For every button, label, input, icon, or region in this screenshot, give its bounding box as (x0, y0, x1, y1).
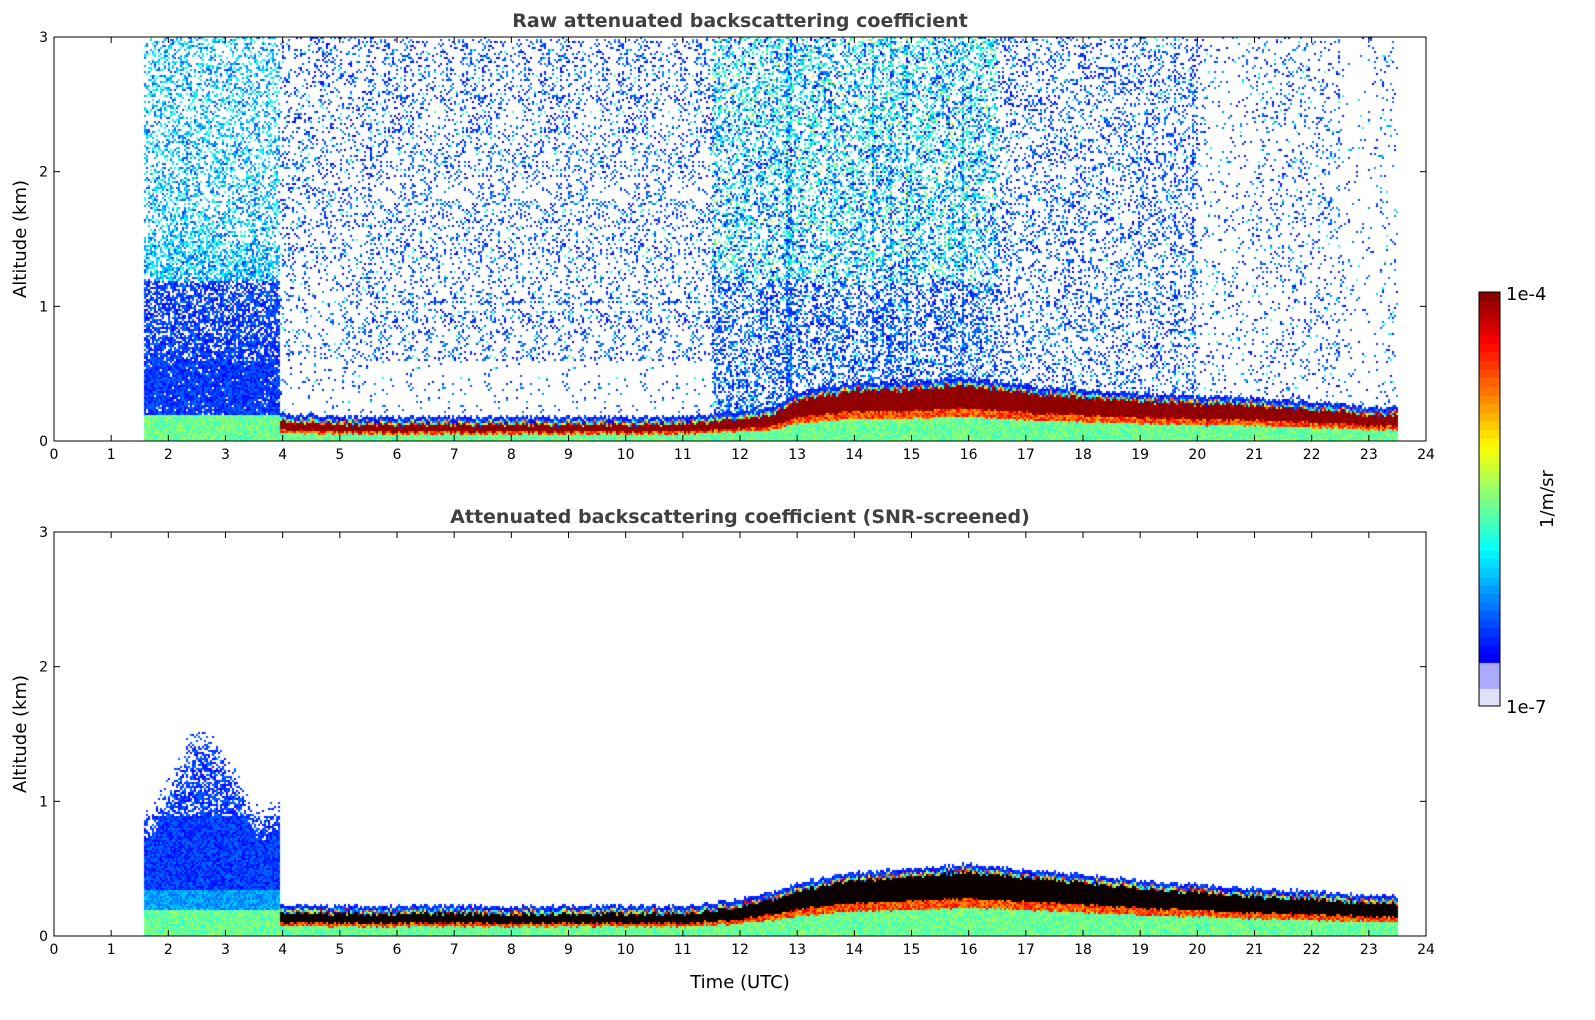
colorbar-canvas (1479, 292, 1500, 706)
x-tick-label: 21 (1246, 942, 1264, 958)
x-tick-label: 4 (278, 447, 287, 463)
x-tick-label: 1 (107, 447, 116, 463)
x-tick-label: 15 (903, 942, 921, 958)
bottom-chart-title: Attenuated backscattering coefficient (S… (450, 506, 1030, 528)
x-tick-label: 10 (617, 447, 635, 463)
x-tick-label: 15 (903, 447, 921, 463)
x-tick-label: 14 (845, 942, 863, 958)
x-tick-label: 1 (107, 942, 116, 958)
y-tick-label: 2 (39, 165, 48, 181)
x-tick-label: 10 (617, 942, 635, 958)
x-tick-label: 16 (960, 447, 978, 463)
x-tick-label: 19 (1131, 447, 1149, 463)
x-tick-label: 6 (393, 447, 402, 463)
x-tick-label: 14 (845, 447, 863, 463)
y-tick-label: 3 (39, 30, 48, 46)
x-tick-label: 16 (960, 942, 978, 958)
x-tick-label: 21 (1246, 447, 1264, 463)
x-tick-label: 12 (731, 942, 749, 958)
x-tick-label: 20 (1188, 447, 1206, 463)
x-tick-label: 5 (335, 942, 344, 958)
x-tick-label: 13 (788, 942, 806, 958)
x-tick-label: 11 (674, 447, 692, 463)
x-tick-label: 23 (1360, 447, 1378, 463)
x-tick-label: 13 (788, 447, 806, 463)
y-tick-label: 1 (39, 299, 48, 315)
x-tick-label: 22 (1303, 447, 1321, 463)
x-tick-label: 3 (221, 447, 230, 463)
top-axes-frame (53, 36, 1427, 442)
top-chart-title: Raw attenuated backscattering coefficien… (512, 10, 968, 32)
top-y-axis-label: Altitude (km) (10, 180, 31, 298)
x-tick-label: 3 (221, 942, 230, 958)
colorbar-min-label: 1e-7 (1506, 697, 1546, 718)
y-tick-label: 2 (39, 660, 48, 676)
x-tick-label: 2 (164, 447, 173, 463)
x-tick-label: 11 (674, 942, 692, 958)
bottom-axes-frame (53, 531, 1427, 937)
x-tick-label: 17 (1017, 942, 1035, 958)
x-tick-label: 7 (450, 447, 459, 463)
y-tick-label: 3 (39, 525, 48, 541)
x-tick-label: 2 (164, 942, 173, 958)
x-tick-label: 5 (335, 447, 344, 463)
x-tick-label: 9 (564, 447, 573, 463)
x-tick-label: 8 (507, 447, 516, 463)
colorbar-frame (1478, 291, 1501, 707)
x-tick-label: 18 (1074, 942, 1092, 958)
y-tick-label: 0 (39, 929, 48, 945)
x-tick-label: 18 (1074, 447, 1092, 463)
x-tick-label: 24 (1417, 447, 1435, 463)
colorbar-max-label: 1e-4 (1506, 284, 1546, 305)
y-tick-label: 1 (39, 794, 48, 810)
bottom-heatmap-canvas (54, 532, 1426, 936)
x-tick-label: 23 (1360, 942, 1378, 958)
x-tick-label: 24 (1417, 942, 1435, 958)
x-tick-label: 19 (1131, 942, 1149, 958)
y-tick-label: 0 (39, 434, 48, 450)
x-tick-label: 12 (731, 447, 749, 463)
colorbar-label: 1/m/sr (1537, 469, 1558, 527)
x-tick-label: 9 (564, 942, 573, 958)
x-tick-label: 0 (50, 447, 59, 463)
x-axis-label: Time (UTC) (689, 972, 790, 993)
x-tick-label: 4 (278, 942, 287, 958)
bottom-y-axis-label: Altitude (km) (10, 675, 31, 793)
top-heatmap-canvas (54, 37, 1426, 441)
x-tick-label: 7 (450, 942, 459, 958)
x-tick-label: 22 (1303, 942, 1321, 958)
x-tick-label: 6 (393, 942, 402, 958)
x-tick-label: 8 (507, 942, 516, 958)
x-tick-label: 0 (50, 942, 59, 958)
x-tick-label: 17 (1017, 447, 1035, 463)
x-tick-label: 20 (1188, 942, 1206, 958)
